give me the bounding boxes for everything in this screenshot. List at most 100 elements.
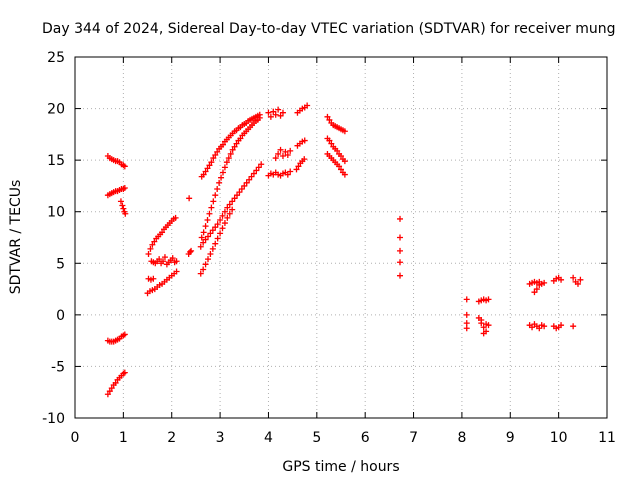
data-point	[161, 254, 168, 261]
data-point	[225, 155, 232, 162]
data-point	[204, 216, 211, 223]
data-point	[341, 158, 348, 165]
data-point	[341, 171, 348, 178]
series-steep-upper-2.6h	[198, 111, 263, 180]
data-point	[209, 227, 216, 234]
data-point	[248, 173, 255, 180]
data-point	[324, 113, 331, 120]
data-point	[217, 216, 224, 223]
data-points	[104, 102, 584, 398]
data-point	[397, 215, 404, 222]
data-point	[226, 201, 233, 208]
data-point	[341, 128, 348, 135]
y-axis-title: SDTVAR / TECUs	[8, 180, 24, 295]
data-point	[173, 268, 180, 275]
x-tick-label: 11	[598, 430, 616, 446]
data-point	[277, 112, 284, 119]
series-short-2.35h	[185, 195, 195, 258]
x-tick-label: 0	[71, 430, 80, 446]
data-point	[265, 109, 272, 116]
data-point	[293, 166, 300, 173]
plot-frame	[74, 56, 608, 419]
data-point	[207, 251, 214, 258]
y-tick-label: 25	[47, 50, 65, 66]
series-cluster-8.1h	[463, 296, 470, 332]
series-steep-lower-2.6h	[197, 161, 265, 250]
series-cluster-3.5-1.55h	[145, 275, 157, 283]
data-point	[219, 169, 226, 176]
data-point	[219, 212, 226, 219]
data-point	[214, 186, 221, 193]
data-point	[536, 325, 543, 332]
data-point	[221, 220, 228, 227]
data-point	[200, 239, 207, 246]
data-point	[226, 210, 233, 217]
series-cluster-8.4h-lower	[475, 314, 492, 337]
data-point	[287, 147, 294, 154]
data-point	[212, 240, 219, 247]
x-tick-label: 4	[264, 430, 273, 446]
data-point	[574, 280, 581, 287]
x-tick-label: 7	[409, 430, 418, 446]
data-point	[205, 233, 211, 240]
data-point	[570, 274, 577, 281]
data-point	[206, 162, 213, 169]
data-point	[397, 234, 404, 241]
series-lower-1.5-2.1h	[144, 268, 180, 297]
data-point	[238, 186, 245, 193]
data-point	[229, 146, 236, 153]
grid	[75, 57, 607, 418]
series-flat-1.6-2.1h	[148, 254, 180, 268]
series-plateau-13.7-4h	[265, 168, 294, 179]
data-point	[202, 223, 209, 230]
data-point	[212, 224, 219, 231]
y-tick-label: 5	[56, 256, 65, 272]
series-negative-rise-0.7h	[104, 369, 128, 398]
data-point	[221, 208, 228, 215]
data-point	[221, 164, 228, 171]
data-point	[197, 243, 204, 250]
data-point	[206, 210, 213, 217]
series-cluster-8.4h-upper	[475, 296, 492, 305]
chart-title: Day 344 of 2024, Sidereal Day-to-day VTE…	[42, 21, 616, 37]
data-point	[120, 205, 127, 212]
y-tick-label: 20	[47, 102, 65, 118]
data-point	[328, 140, 335, 147]
series-step-4.6-mid	[294, 137, 308, 149]
data-point	[121, 184, 128, 191]
data-point	[463, 320, 470, 327]
data-point	[272, 155, 279, 162]
data-point	[236, 189, 243, 196]
data-point	[149, 241, 156, 248]
axis-ticks	[74, 56, 608, 419]
data-point	[233, 140, 240, 147]
data-point	[112, 379, 119, 386]
data-point	[231, 143, 238, 150]
data-point	[229, 198, 236, 205]
data-point	[397, 272, 404, 279]
data-point	[279, 153, 286, 160]
y-tick-labels: -10 -5 0 5 10 15 20 25	[42, 50, 65, 427]
data-point	[541, 279, 548, 286]
data-point	[210, 198, 217, 205]
data-point	[533, 286, 540, 293]
data-point	[284, 171, 291, 178]
data-point	[326, 116, 333, 123]
series-descent-mid-5.2h	[324, 135, 348, 165]
data-point	[214, 221, 221, 228]
data-point	[478, 317, 485, 324]
data-point	[272, 111, 279, 118]
data-point	[212, 151, 219, 158]
data-point	[536, 281, 543, 288]
data-point	[197, 270, 204, 277]
data-point	[338, 153, 344, 160]
data-point	[258, 161, 265, 168]
series-descent-low-5.2h	[324, 150, 348, 178]
series-upper-arc-1.5h	[145, 214, 179, 258]
data-point	[558, 276, 565, 283]
data-point	[338, 166, 344, 173]
data-point	[172, 214, 179, 221]
data-point	[207, 230, 214, 237]
series-plateau-20-4h	[265, 106, 286, 120]
